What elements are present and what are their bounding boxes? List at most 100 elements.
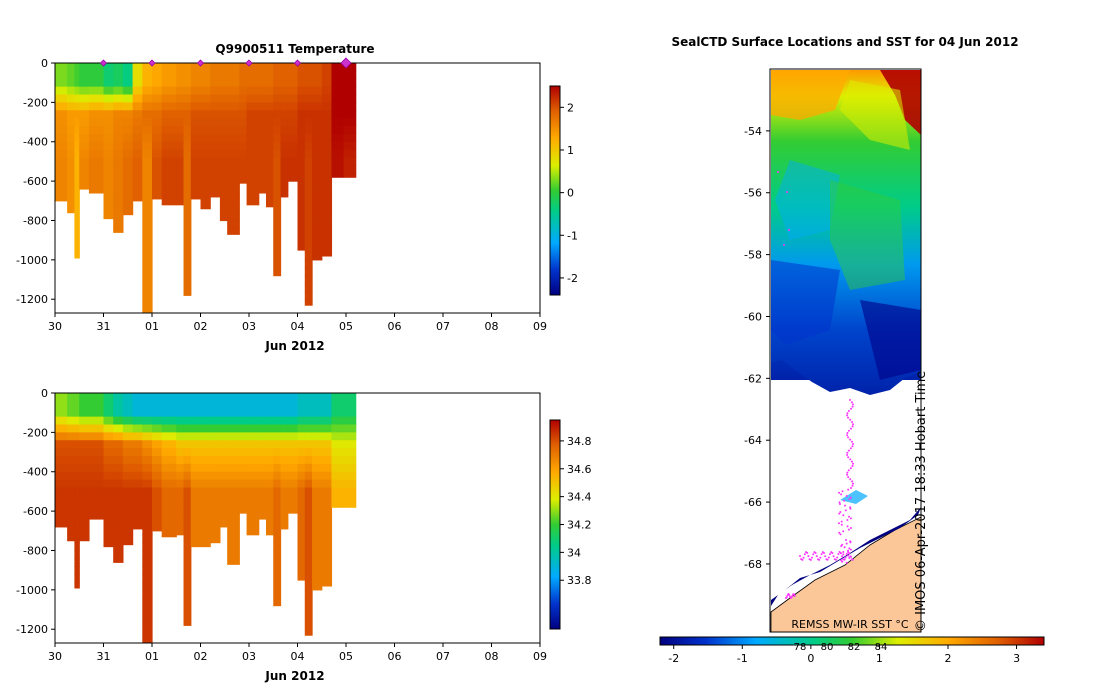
profile-cell	[265, 204, 274, 208]
x-tick-label: 02	[194, 320, 208, 333]
track-point	[838, 491, 841, 494]
profile-cell	[113, 86, 124, 96]
x-tick-label: 01	[145, 320, 159, 333]
profile-cell	[343, 86, 357, 96]
profile-cell	[280, 455, 289, 465]
profile-cell	[343, 133, 357, 143]
profile-cell	[122, 400, 134, 410]
profile-cell	[331, 503, 345, 508]
profile-cell	[74, 424, 80, 433]
profile-cell	[280, 495, 289, 504]
profile-cell	[142, 244, 153, 253]
profile-cell	[67, 408, 76, 418]
profile-cell	[132, 400, 143, 410]
profile-cell	[287, 102, 299, 111]
profile-cell	[113, 157, 124, 166]
profile-cell	[219, 86, 228, 96]
colorbar-tick-label: 33.8	[567, 574, 592, 587]
profile-cell	[273, 471, 282, 481]
profile-cell	[239, 118, 248, 127]
profile-cell	[331, 86, 345, 96]
profile-cell	[273, 440, 282, 449]
profile-cell	[176, 157, 185, 166]
profile-cell	[183, 471, 192, 481]
profile-cell	[246, 408, 260, 418]
profile-cell	[103, 534, 114, 544]
profile-cell	[88, 408, 105, 418]
profile-cell	[304, 299, 313, 306]
profile-cell	[331, 133, 345, 143]
profile-cell	[200, 86, 211, 96]
profile-cell	[176, 455, 185, 465]
profile-cell	[331, 94, 345, 103]
profile-cell	[297, 125, 306, 135]
profile-cell	[74, 118, 80, 127]
profile-cell	[113, 94, 124, 103]
salinity-panel: 0-200-400-600-800-1000-1200 30 31 01 02 03 04…	[16, 387, 591, 683]
profile-cell	[227, 463, 240, 473]
profile-cell	[200, 495, 211, 504]
profile-cell	[265, 400, 274, 410]
profile-cell	[321, 400, 333, 410]
profile-cell	[88, 400, 105, 410]
profile-cell	[304, 597, 313, 607]
profile-cell	[152, 400, 163, 410]
y-tick-label: -1200	[16, 623, 48, 636]
track-point	[846, 519, 849, 521]
profile-cell	[132, 63, 143, 72]
profile-cell	[142, 574, 153, 583]
lat-tick-label: -62	[744, 372, 762, 385]
profile-cell	[312, 550, 323, 559]
profile-cell	[176, 141, 185, 151]
profile-cell	[297, 424, 306, 433]
profile-cell	[246, 518, 260, 528]
profile-cell	[88, 149, 105, 159]
profile-cell	[79, 86, 90, 96]
profile-cell	[176, 86, 185, 96]
profile-cell	[258, 173, 267, 182]
profile-cell	[88, 448, 105, 457]
profile-cell	[265, 479, 274, 489]
profile-cell	[190, 534, 202, 544]
profile-cell	[103, 526, 114, 536]
profile-cell	[321, 566, 333, 575]
profile-cell	[79, 141, 90, 151]
profile-cell	[331, 63, 345, 72]
profile-cell	[219, 408, 228, 418]
profile-cell	[239, 102, 248, 111]
profile-cell	[297, 102, 306, 111]
profile-cell	[265, 181, 274, 190]
profile-cell	[113, 70, 124, 80]
profile-cell	[312, 558, 323, 567]
profile-cell	[103, 78, 114, 88]
profile-cell	[74, 558, 80, 567]
profile-cell	[210, 487, 221, 496]
profile-cell	[227, 511, 240, 520]
profile-cell	[176, 440, 185, 449]
colorbar-tick-label: 2	[567, 101, 574, 114]
profile-cell	[183, 133, 192, 143]
profile-cell	[287, 463, 299, 473]
profile-cell	[239, 94, 248, 103]
profile-cell	[321, 416, 333, 426]
profile-cell	[321, 236, 333, 245]
profile-cell	[88, 118, 105, 127]
profile-cell	[176, 526, 185, 536]
profile-cell	[321, 251, 333, 257]
profile-cell	[55, 94, 68, 103]
profile-cell	[183, 574, 192, 583]
profile-cell	[142, 63, 153, 72]
profile-cell	[280, 518, 289, 528]
track-point	[852, 403, 854, 406]
profile-cell	[343, 487, 357, 496]
profile-cell	[331, 118, 345, 127]
profile-cell	[227, 228, 240, 235]
profile-cell	[265, 188, 274, 198]
profile-cell	[265, 526, 274, 536]
profile-cell	[200, 448, 211, 457]
profile-cell	[331, 157, 345, 166]
track-point	[851, 421, 853, 423]
profile-cell	[142, 212, 153, 222]
profile-cell	[297, 228, 306, 237]
profile-cell	[258, 141, 267, 151]
